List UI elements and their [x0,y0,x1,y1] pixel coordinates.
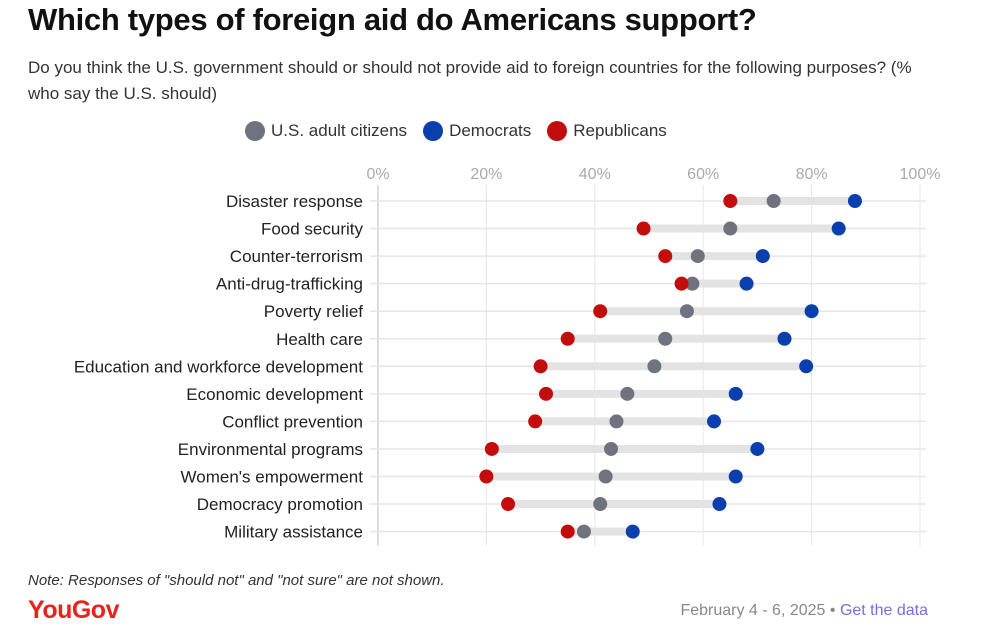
dot-all [598,469,613,484]
dot-all [690,249,705,264]
dot-dem [625,524,640,539]
dot-rep [723,194,738,208]
dot-dem [728,386,743,401]
dot-dem [831,221,846,236]
get-data-link[interactable]: Get the data [839,602,928,619]
x-tick-label: 40% [579,166,611,183]
dot-rep [479,469,494,484]
category-label: Disaster response [226,192,363,211]
dot-all [679,304,694,319]
legend-swatch-all [245,121,265,141]
dot-dem [707,414,722,429]
dot-all [604,441,619,456]
legend-label: Democrats [449,121,532,140]
dot-dem [712,497,727,512]
category-label: Food security [261,220,364,239]
legend-item-all: U.S. adult citizens [245,121,407,141]
dot-rep [484,441,499,456]
dot-dem [777,331,792,346]
dot-all [766,194,781,208]
category-label: Environmental programs [178,440,363,459]
category-label: Economic development [186,385,363,404]
dot-all [609,414,624,429]
legend-swatch-dem [423,121,444,141]
dot-rep [539,386,554,401]
survey-date: February 4 - 6, 2025 [680,602,826,619]
category-label: Women's empowerment [181,468,364,487]
dot-all [593,497,608,512]
legend-item-rep: Republicans [547,121,667,141]
dot-all [723,221,738,236]
category-label: Education and workforce development [74,357,363,376]
x-tick-label: 60% [687,166,719,183]
legend-swatch-rep [547,121,568,141]
category-label: Health care [276,330,363,349]
legend-label: U.S. adult citizens [271,121,408,140]
legend-label: Republicans [573,121,667,140]
dot-rep [528,414,543,429]
x-tick-label: 80% [796,166,828,183]
category-label: Military assistance [224,523,363,542]
category-label: Democracy promotion [197,495,363,514]
chart-subtitle: Do you think the U.S. government should … [28,58,912,103]
dot-dem [739,276,754,291]
legend-item-dem: Democrats [423,121,531,141]
legend: U.S. adult citizens Democrats Republican… [245,121,667,141]
dot-all [647,359,662,374]
dot-dem [755,249,770,264]
dot-dem [750,441,765,456]
dot-rep [533,359,548,374]
category-label: Anti-drug-trafficking [216,275,363,294]
dot-dem [728,469,743,484]
dot-plot: 0% 20% 40% 60% 80% 100% Disaster response Food … [74,166,941,546]
category-label: Conflict prevention [222,412,363,431]
dot-all [576,524,591,539]
category-label: Counter-terrorism [230,247,363,266]
chart-title: Which types of foreign aid do Americans … [28,2,757,37]
dot-dem [804,304,819,319]
dot-rep [674,276,689,291]
dot-rep [658,249,673,264]
dot-rep [501,497,516,512]
dot-rep [560,331,575,346]
x-tick-label: 0% [366,166,389,183]
x-tick-label: 100% [900,166,941,183]
footnote: Note: Responses of "should not" and "not… [28,572,445,589]
footer: February 4 - 6, 2025 • Get the data [680,602,928,620]
dot-all [685,276,700,291]
x-tick-label: 20% [470,166,502,183]
dot-rep [560,524,575,539]
dot-all [658,331,673,346]
separator: • [829,602,836,619]
yougov-logo: YouGov [28,596,119,624]
dot-dem [847,194,862,208]
dot-dem [799,359,814,374]
category-label: Poverty relief [264,302,363,321]
dot-rep [636,221,651,236]
dot-rep [593,304,608,319]
dot-all [620,386,635,401]
